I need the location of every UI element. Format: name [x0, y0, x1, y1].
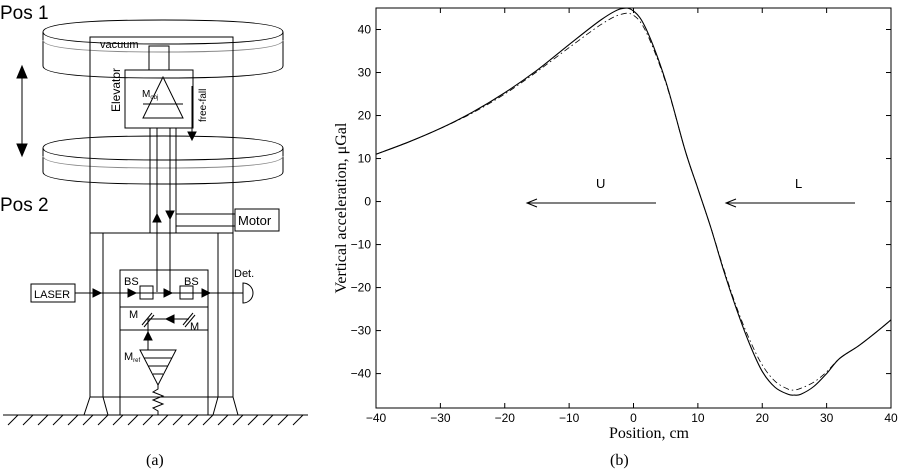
mref-triangle — [139, 349, 177, 387]
pos1-label: Pos 1 — [0, 3, 49, 24]
laser-label: LASER — [34, 289, 70, 301]
x-tick-label: 0 — [630, 411, 637, 425]
m1-label: M — [129, 309, 138, 321]
mobj-label: Mobj — [142, 89, 158, 101]
bs2-label: BS — [184, 276, 199, 288]
upper-coil-inner — [42, 39, 284, 53]
position-arrow-up-head — [16, 64, 28, 79]
laser-beam-arrow-1 — [92, 288, 103, 298]
motor-box — [234, 208, 280, 232]
free-fall-label: free-fall — [198, 89, 209, 122]
series-lines — [375, 7, 892, 396]
table-foot-left — [83, 396, 109, 416]
beam-to-mref-arrowhead — [143, 330, 153, 341]
ground-hatch — [7, 414, 304, 426]
panel-b-chart: −40 −30 −20 −10 0 10 20 30 40 −40 −30 −20 −10 0 10 20 30… — [333, 7, 898, 469]
upper-coil-top-ellipse — [42, 19, 284, 45]
mirror-2-arrowhead — [164, 314, 175, 324]
spring — [151, 385, 165, 415]
y-tick-label: −20 — [351, 281, 372, 295]
lower-coil-top-ellipse — [42, 135, 284, 161]
y-tick-label: 30 — [358, 66, 372, 80]
upper-coil-body — [42, 32, 284, 79]
x-tick-label: −20 — [495, 411, 516, 425]
pos2-label: Pos 2 — [0, 195, 49, 216]
lower-coil-inner — [42, 155, 284, 169]
elevator-rod — [148, 45, 170, 71]
mirror-1-back — [143, 314, 155, 328]
mirror-2-back — [184, 314, 196, 328]
beam-splitter-2 — [179, 285, 194, 300]
detector — [242, 282, 254, 304]
laser-beam-arrow-3 — [163, 288, 174, 298]
mobj-triangle — [142, 75, 184, 119]
lower-coil-body — [42, 148, 284, 185]
x-tick-label: 10 — [691, 411, 705, 425]
panel-a-labels: Pos 1 Pos 2 vacuum Elevator Mobj free-fa… — [0, 3, 272, 469]
y-tick-label: 20 — [358, 109, 372, 123]
l-arrowhead — [724, 198, 737, 208]
x-tick-label: 20 — [756, 411, 770, 425]
free-fall-arrowhead — [187, 131, 197, 142]
panel-b-caption: (b) — [610, 452, 629, 469]
series-1-line — [375, 7, 892, 396]
x-axis-label: Position, cm — [609, 425, 690, 442]
x-tick-label: 30 — [820, 411, 834, 425]
bs1-label: BS — [124, 276, 139, 288]
x-tick-label: −40 — [366, 411, 387, 425]
y-tick-label: 10 — [358, 152, 372, 166]
x-tick-label: −10 — [559, 411, 580, 425]
l-annotation: L — [795, 176, 802, 191]
vacuum-chamber — [89, 36, 234, 234]
m2-label: M — [190, 321, 199, 333]
panel-a-schematic — [3, 19, 308, 426]
elevator-label: Elevator — [109, 68, 123, 112]
laser-beam-arrow-2 — [127, 288, 138, 298]
table-foot-right — [212, 396, 239, 416]
beam-up-arrowhead — [152, 212, 162, 223]
det-label: Det. — [234, 268, 254, 280]
u-annotation: U — [596, 176, 605, 191]
mirror-1 — [141, 312, 153, 326]
axis-ticks: −40 −30 −20 −10 0 10 20 30 40 −40 −30 −20 −10 0 10 20 30… — [351, 8, 898, 425]
y-tick-label: −10 — [351, 238, 372, 252]
y-tick-label: 40 — [358, 23, 372, 37]
u-arrowhead — [525, 198, 538, 208]
table-frame — [89, 232, 234, 398]
vacuum-label: vacuum — [100, 39, 139, 51]
y-tick-label: −40 — [351, 367, 372, 381]
y-tick-label: −30 — [351, 324, 372, 338]
panel-a-caption: (a) — [146, 452, 164, 469]
position-arrow-down-head — [16, 143, 28, 158]
beam-down-arrowhead — [165, 210, 175, 221]
mref-label: Mref — [124, 351, 141, 364]
elevator-box — [124, 69, 194, 129]
plot-frame — [375, 7, 892, 409]
beam-splitter-1 — [139, 285, 154, 300]
x-tick-label: 40 — [884, 411, 898, 425]
laser-beam-arrow-4 — [201, 288, 212, 298]
y-axis-label: Vertical acceleration, μGal — [333, 122, 350, 293]
motor-label: Motor — [238, 213, 272, 228]
x-tick-label: −30 — [430, 411, 451, 425]
series-2-line — [375, 12, 892, 391]
y-tick-label: 0 — [364, 195, 371, 209]
